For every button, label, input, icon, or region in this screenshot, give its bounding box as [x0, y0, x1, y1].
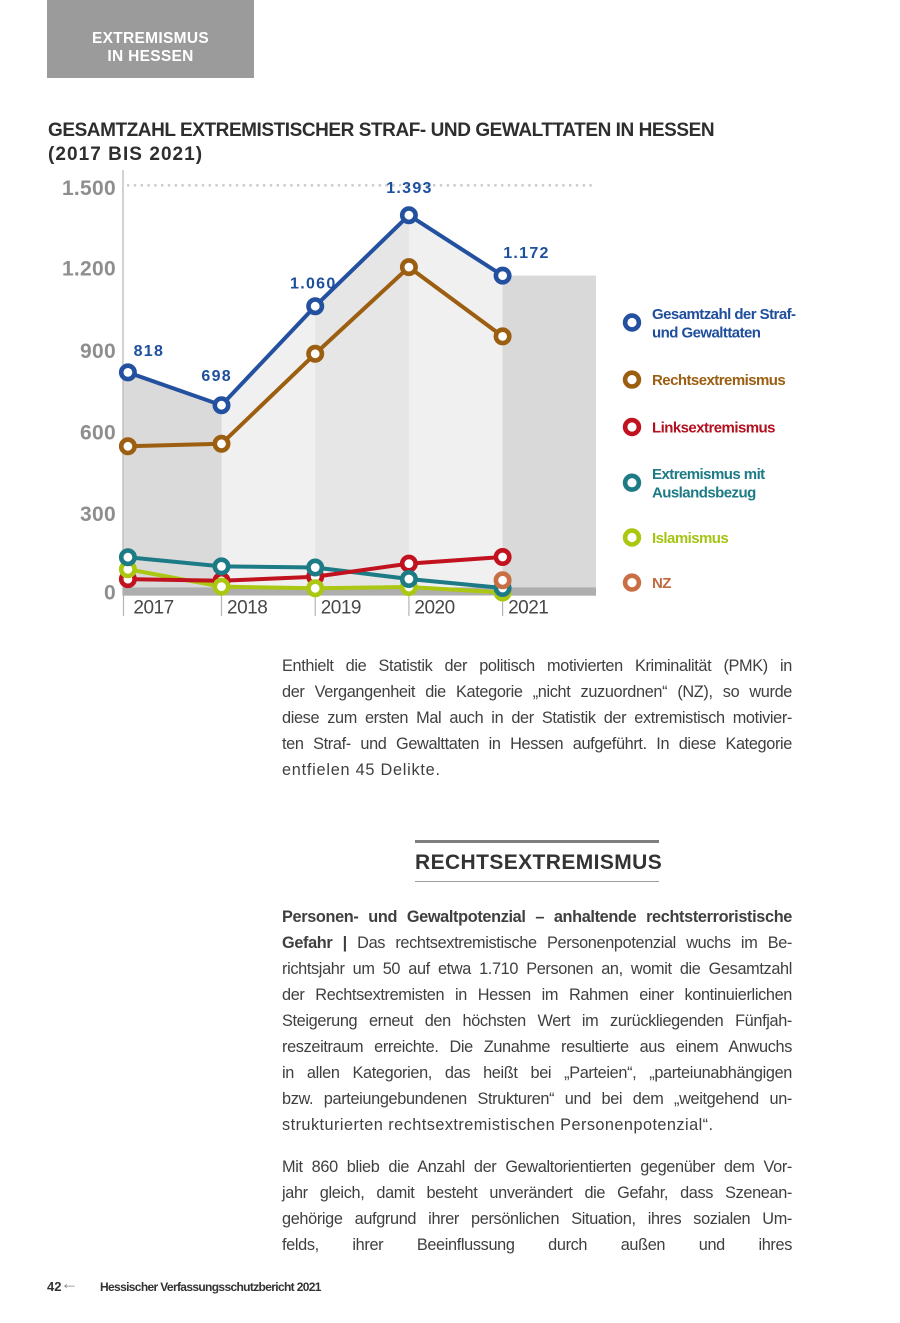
svg-text:Auslandsbezug: Auslandsbezug — [652, 485, 756, 502]
svg-text:1.172: 1.172 — [503, 245, 550, 262]
svg-text:1.500: 1.500 — [62, 177, 116, 200]
svg-text:1.200: 1.200 — [62, 258, 116, 281]
svg-text:0: 0 — [104, 582, 116, 605]
svg-text:2017: 2017 — [133, 598, 173, 619]
svg-text:818: 818 — [134, 343, 165, 360]
svg-text:600: 600 — [80, 422, 116, 445]
svg-text:2021: 2021 — [508, 598, 548, 619]
svg-text:1.060: 1.060 — [290, 276, 337, 293]
svg-text:2020: 2020 — [414, 598, 454, 619]
svg-text:Gesamtzahl der Straf-: Gesamtzahl der Straf- — [652, 306, 796, 323]
svg-text:und Gewalttaten: und Gewalttaten — [652, 325, 761, 342]
svg-text:300: 300 — [80, 503, 116, 526]
svg-text:2019: 2019 — [321, 598, 361, 619]
svg-text:Extremismus mit: Extremismus mit — [652, 466, 765, 483]
svg-text:Linksextremismus: Linksextremismus — [652, 419, 775, 436]
svg-text:Islamismus: Islamismus — [652, 530, 728, 547]
svg-text:2018: 2018 — [227, 598, 267, 619]
svg-text:900: 900 — [80, 340, 116, 363]
svg-text:698: 698 — [201, 368, 232, 385]
svg-text:NZ: NZ — [652, 575, 671, 592]
svg-text:1.393: 1.393 — [386, 180, 433, 197]
svg-text:Rechtsextremismus: Rechtsextremismus — [652, 372, 785, 389]
